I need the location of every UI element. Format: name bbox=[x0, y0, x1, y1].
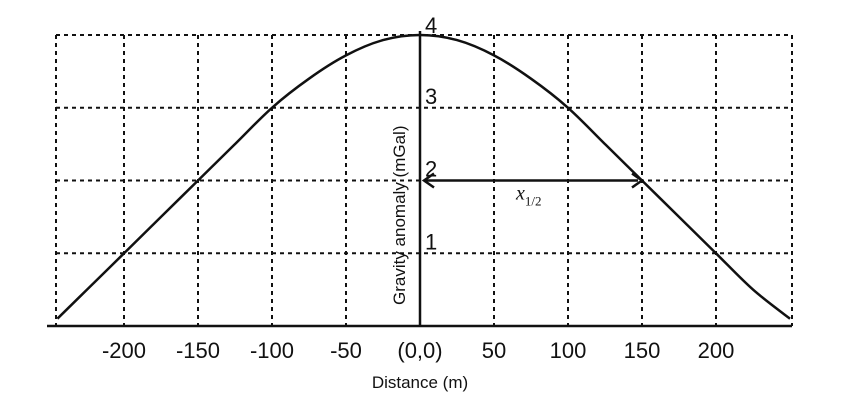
series-line bbox=[56, 33, 791, 320]
y-tick-label: 1 bbox=[425, 229, 437, 254]
arrowhead-left-icon bbox=[421, 172, 435, 189]
y-axis-title: Gravity anomaly (mGal) bbox=[390, 126, 409, 305]
x-tick-label: (0,0) bbox=[397, 338, 442, 363]
half-width-label: x1/2 bbox=[515, 183, 542, 209]
x-tick-label: -200 bbox=[102, 338, 146, 363]
annotations: x1/2 bbox=[421, 172, 645, 209]
arrowhead-right-icon bbox=[631, 172, 645, 189]
y-tick-label: 2 bbox=[425, 157, 437, 182]
x-tick-label: -150 bbox=[176, 338, 220, 363]
x-axis-title: Distance (m) bbox=[372, 373, 468, 392]
series bbox=[56, 33, 791, 320]
x-tick-label: 150 bbox=[624, 338, 661, 363]
tick-labels: -200 -150 -100 -50 (0,0) 50 100 150 200 1 2 3 4 bbox=[102, 13, 734, 363]
y-tick-label: 4 bbox=[425, 13, 437, 38]
x-tick-label: 200 bbox=[698, 338, 735, 363]
axes bbox=[47, 31, 792, 328]
x-tick-label: -50 bbox=[330, 338, 362, 363]
x-tick-label: 50 bbox=[482, 338, 506, 363]
half-width-label-subscript: 1/2 bbox=[525, 194, 542, 209]
x-tick-label: 100 bbox=[550, 338, 587, 363]
y-tick-label: 3 bbox=[425, 84, 437, 109]
x-tick-label: -100 bbox=[250, 338, 294, 363]
